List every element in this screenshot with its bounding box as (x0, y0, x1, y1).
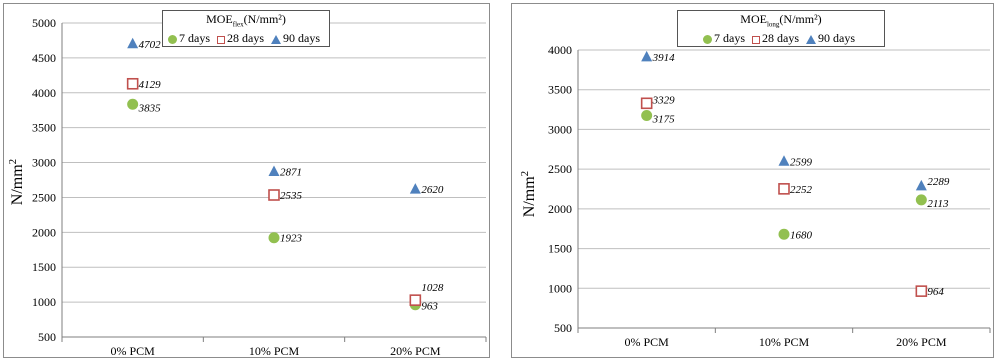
y-tick-label: 2000 (548, 202, 572, 216)
y-tick-label: 3500 (548, 83, 572, 97)
x-tick-label: 0% PCM (624, 335, 669, 349)
data-label: 2535 (280, 190, 303, 202)
y-tick-label: 2500 (32, 190, 56, 204)
triangle-marker-icon (271, 35, 281, 45)
legend: MOEflex(N/mm²) 7 days 28 days 90 days (162, 10, 330, 48)
y-axis-label: N/mm2 (519, 171, 538, 217)
legend-entry-90-days: 90 days (271, 31, 320, 45)
circle-marker-icon (168, 35, 177, 45)
y-tick-label: 4000 (32, 86, 56, 100)
data-label: 964 (927, 286, 944, 298)
legend-entry-28-days: 28 days (752, 31, 799, 45)
y-tick-label: 4000 (548, 43, 572, 57)
data-label: 2289 (927, 176, 950, 188)
y-tick-label: 2000 (32, 225, 56, 239)
circle-marker-icon (703, 35, 712, 45)
data-label: 3835 (138, 102, 162, 114)
data-label: 3329 (652, 94, 676, 106)
data-point-90-days (127, 37, 139, 49)
y-tick-label: 3500 (32, 121, 56, 135)
legend-entry-90-days: 90 days (806, 31, 855, 45)
data-label: 2620 (421, 184, 444, 196)
chart-panel-moe-flex: 500 1000 1500 2000 2500 3000 3500 4000 4500 5000 0… (3, 3, 490, 358)
data-point-28-days (915, 285, 928, 297)
legend-entry-7-days: 7 days (168, 31, 210, 45)
y-axis-label: N/mm2 (7, 159, 26, 205)
y-tick-label: 2500 (548, 162, 572, 176)
data-point-28-days (409, 294, 422, 306)
data-label: 4129 (139, 79, 162, 91)
x-tick-label: 0% PCM (110, 344, 155, 358)
y-tick-label: 5000 (32, 16, 56, 30)
legend-title: MOEflex(N/mm²) (206, 12, 286, 29)
triangle-marker-icon (806, 35, 816, 45)
square-marker-icon (752, 35, 760, 44)
y-tick-label: 1000 (548, 281, 572, 295)
y-tick-label: 3000 (548, 122, 572, 136)
data-label: 1680 (790, 229, 813, 241)
data-point-90-days (915, 179, 927, 191)
data-point-90-days (268, 165, 280, 177)
data-label: 4702 (139, 39, 162, 51)
x-tick-label: 20% PCM (896, 335, 947, 349)
legend-entry-7-days: 7 days (703, 31, 745, 45)
data-point-90-days (641, 50, 653, 62)
data-point-7-days (268, 232, 280, 244)
chart-moe-flex: 500 1000 1500 2000 2500 3000 3500 4000 4500 5000 0… (7, 16, 487, 358)
y-tick-label: 500 (554, 321, 572, 335)
data-label: 1028 (421, 282, 444, 294)
y-tick-label: 1500 (32, 260, 56, 274)
chart-moe-long: 500 1000 1500 2000 2500 3000 3500 4000 0% PCM 10%… (519, 43, 991, 349)
y-tick-label: 4500 (32, 51, 56, 65)
x-tick-label: 10% PCM (249, 344, 300, 358)
y-tick-label: 1500 (548, 242, 572, 256)
legend: MOElong(N/mm²) 7 days 28 days 90 days (677, 10, 885, 48)
y-tick-label: 3000 (32, 156, 56, 170)
x-tick-label: 10% PCM (759, 335, 810, 349)
data-label: 963 (421, 301, 438, 313)
y-tick-label: 500 (38, 330, 56, 344)
data-label: 2871 (280, 167, 302, 179)
x-tick-label: 20% PCM (390, 344, 441, 358)
data-label: 2113 (927, 198, 949, 210)
square-marker-icon (217, 35, 225, 44)
data-label: 2252 (790, 184, 813, 196)
data-label: 3914 (652, 52, 676, 64)
legend-entry-28-days: 28 days (217, 31, 264, 45)
data-point-7-days (641, 110, 653, 122)
data-point-7-days (915, 194, 927, 206)
data-point-28-days (640, 97, 653, 110)
data-point-7-days (778, 228, 790, 240)
data-point-7-days (127, 98, 139, 110)
data-point-28-days (268, 189, 280, 201)
data-label: 1923 (280, 233, 303, 245)
data-label: 2599 (790, 156, 813, 168)
y-tick-label: 1000 (32, 295, 56, 309)
data-point-90-days (409, 183, 421, 194)
data-point-28-days (126, 77, 139, 90)
chart-panel-moe-long: 500 1000 1500 2000 2500 3000 3500 4000 0% PCM 10%… (511, 3, 994, 358)
data-point-90-days (778, 155, 790, 166)
legend-title: MOElong(N/mm²) (740, 12, 822, 29)
data-label: 3175 (652, 114, 676, 126)
data-point-28-days (778, 183, 790, 195)
